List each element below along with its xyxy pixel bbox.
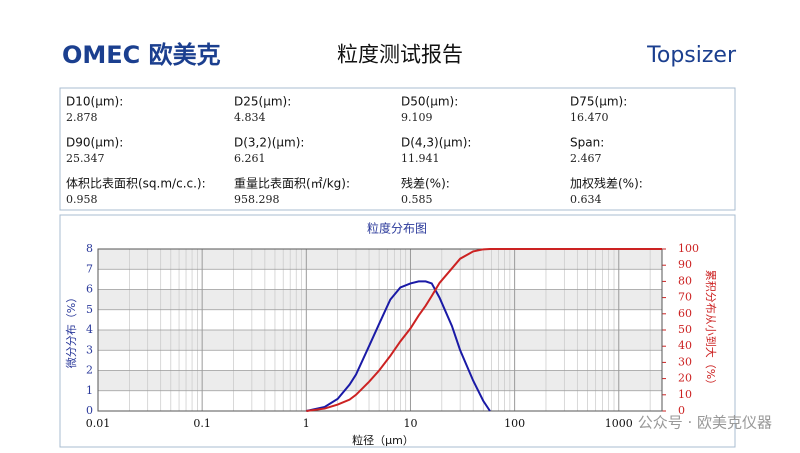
y-tick-label: 1 <box>86 384 93 397</box>
logo: OMEC 欧美克 <box>62 41 221 69</box>
param-value: 25.347 <box>66 152 105 165</box>
param-label: D25(µm): <box>234 95 291 109</box>
param-value: 0.634 <box>570 193 602 206</box>
y2-axis-label: 累积分布从小到大（%） <box>704 270 718 390</box>
x-tick-label: 1000 <box>605 417 633 430</box>
param-value: 0.585 <box>401 193 433 206</box>
watermark: 公众号 · 欧美克仪器 <box>638 414 772 432</box>
param-value: 2.467 <box>570 152 602 165</box>
param-label: 加权残差(%): <box>570 177 643 191</box>
y-tick-label: 6 <box>86 283 93 296</box>
y2-tick-label: 50 <box>678 323 692 336</box>
y-tick-label: 4 <box>86 323 93 336</box>
param-label: D(3,2)(µm): <box>234 136 304 150</box>
plot-frame <box>97 248 663 412</box>
y2-tick-label: 80 <box>678 274 692 287</box>
y2-tick-label: 40 <box>678 339 692 352</box>
y-tick-label: 7 <box>86 262 93 275</box>
param-value: 4.834 <box>234 111 266 124</box>
param-label: D50(µm): <box>401 95 458 109</box>
brand: Topsizer <box>646 43 737 68</box>
x-tick-label: 100 <box>504 417 525 430</box>
x-axis-label: 粒径（µm） <box>352 433 414 447</box>
param-value: 2.878 <box>66 111 98 124</box>
param-value: 0.958 <box>66 193 98 206</box>
grid-band <box>98 249 662 270</box>
params-box <box>59 87 736 211</box>
y-tick-label: 0 <box>86 404 93 417</box>
y2-tick-label: 0 <box>678 404 685 417</box>
param-label: 体积比表面积(sq.m/c.c.): <box>66 177 206 191</box>
y2-tick-label: 90 <box>678 258 692 271</box>
series-line <box>306 248 662 412</box>
x-tick-label: 0.01 <box>86 417 111 430</box>
series-line <box>306 280 491 412</box>
y-tick-label: 2 <box>86 364 93 377</box>
y-tick-label: 8 <box>86 242 93 255</box>
grid-band <box>98 289 662 310</box>
grid-band <box>98 370 662 391</box>
param-label: D(4,3)(µm): <box>401 136 471 150</box>
x-tick-label: 1 <box>303 417 310 430</box>
param-value: 6.261 <box>234 152 266 165</box>
param-label: Span: <box>570 136 604 150</box>
chart-box <box>59 214 736 448</box>
param-label: 残差(%): <box>401 177 450 191</box>
param-label: D75(µm): <box>570 95 627 109</box>
param-value: 11.941 <box>401 152 440 165</box>
x-tick-label: 10 <box>403 417 417 430</box>
y2-tick-label: 100 <box>678 242 699 255</box>
y-axis-label: 微分分布（%） <box>64 292 78 368</box>
param-label: D90(µm): <box>66 136 123 150</box>
chart-title: 粒度分布图 <box>367 221 427 236</box>
y2-tick-label: 30 <box>678 355 692 368</box>
y2-tick-label: 10 <box>678 388 692 401</box>
param-value: 958.298 <box>234 193 280 206</box>
y-tick-label: 3 <box>86 343 93 356</box>
y-tick-label: 5 <box>86 303 93 316</box>
grid-band <box>98 330 662 351</box>
y2-tick-label: 70 <box>678 291 692 304</box>
report-title: 粒度测试报告 <box>337 43 463 67</box>
param-label: D10(µm): <box>66 95 123 109</box>
param-value: 16.470 <box>570 111 609 124</box>
y2-tick-label: 60 <box>678 307 692 320</box>
param-value: 9.109 <box>401 111 433 124</box>
param-label: 重量比表面积(㎡/kg): <box>234 177 350 191</box>
y2-tick-label: 20 <box>678 372 692 385</box>
x-tick-label: 0.1 <box>193 417 211 430</box>
